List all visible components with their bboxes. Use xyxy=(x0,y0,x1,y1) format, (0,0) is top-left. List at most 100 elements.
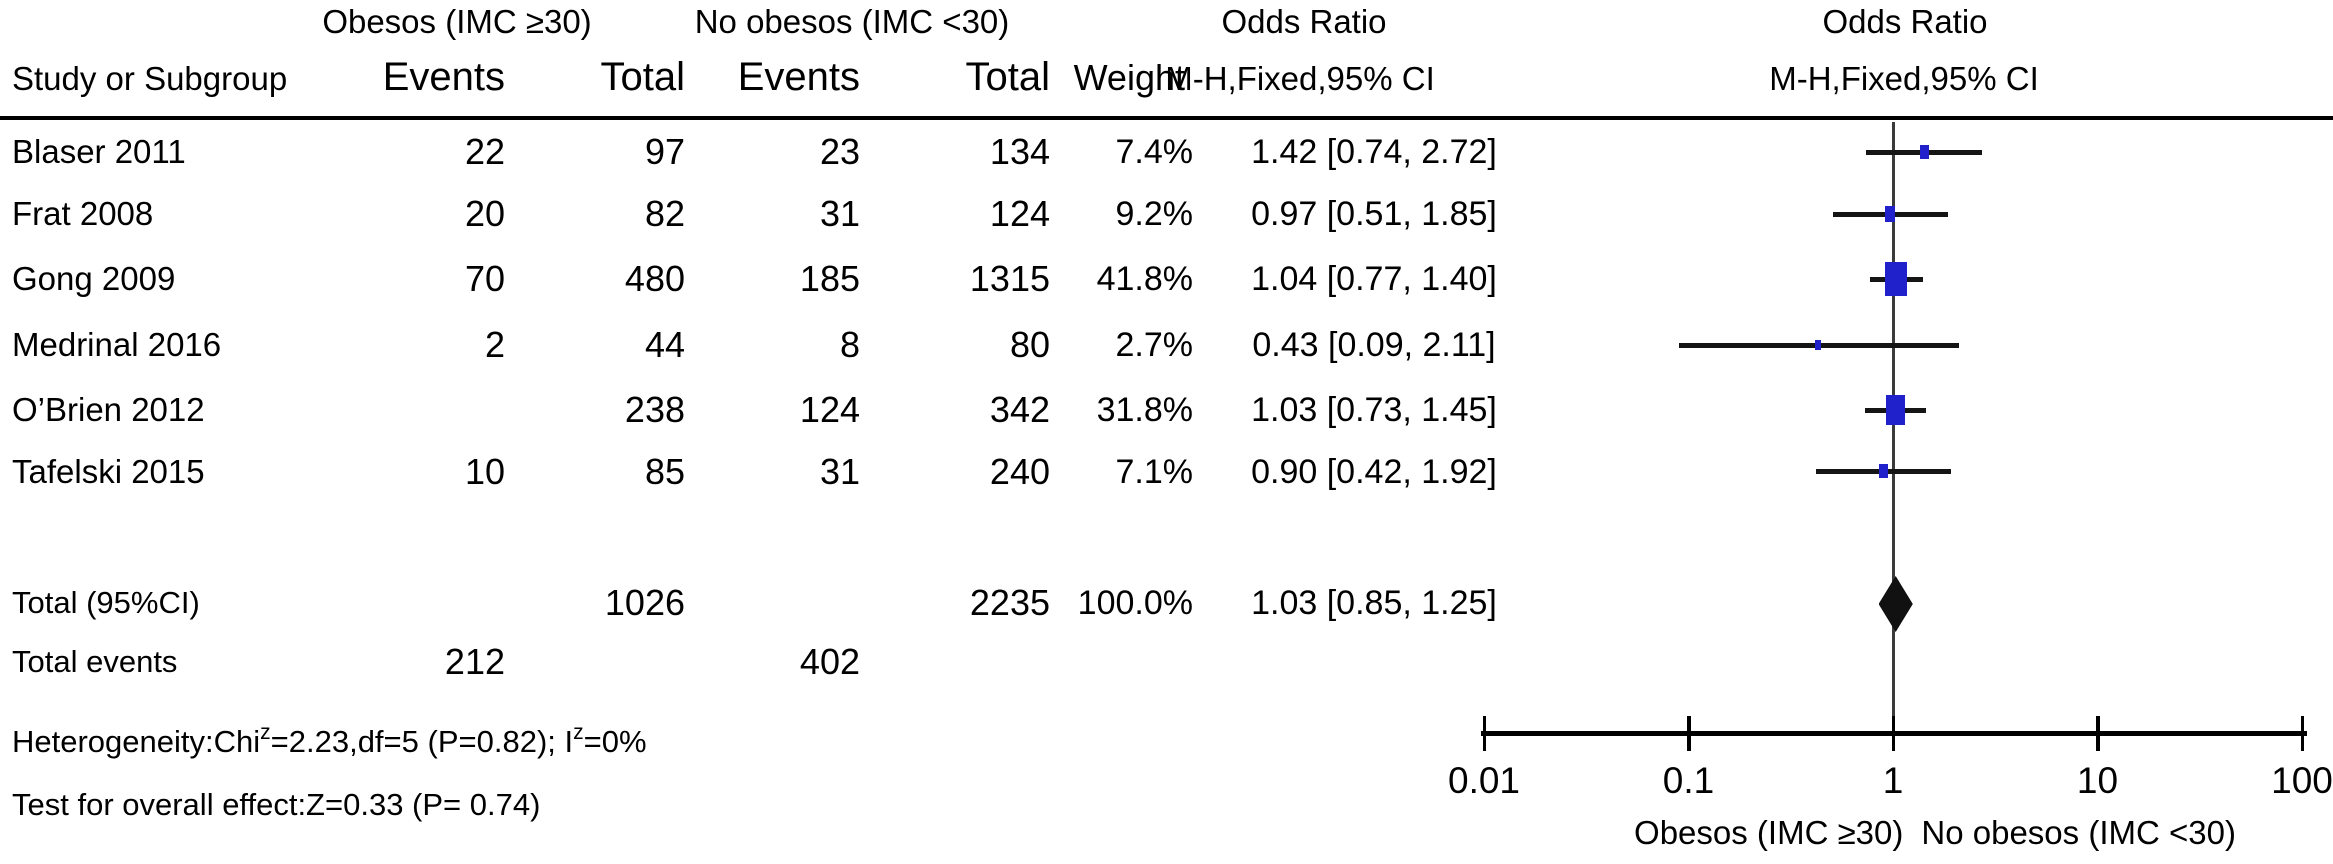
weight-sum: 100.0% xyxy=(1077,584,1193,622)
summary-ci-value: 1.03 [0.85, 1.25] xyxy=(1251,584,1497,622)
axis-footer-left-label: Obesos (IMC ≥30) xyxy=(1634,814,1904,851)
axis-tick-label: 0.1 xyxy=(1662,760,1715,801)
summary-diamond xyxy=(1878,576,1913,632)
total-label: Total (95%CI) xyxy=(12,585,200,620)
heterogeneity-text: Heterogeneity:Chi xyxy=(12,724,261,759)
method-column-header-left: M-H,Fixed,95% CI xyxy=(1165,60,1435,97)
ci-value: 0.43 [0.09, 2.11] xyxy=(1252,326,1496,364)
ci-value: 0.90 [0.42, 1.92] xyxy=(1251,453,1497,491)
ci-value: 1.03 [0.73, 1.45] xyxy=(1251,391,1497,429)
odds-ratio-header-right: Odds Ratio xyxy=(1822,3,1988,40)
weight-value: 9.2% xyxy=(1115,195,1194,233)
events1-value: 22 xyxy=(464,131,505,172)
axis-tick xyxy=(1482,716,1486,751)
table-row: Blaser 2011 22 97 23 134 7.4% 1.42 [0.74… xyxy=(0,131,1680,172)
events1-value: 2 xyxy=(484,324,505,365)
total2-value: 124 xyxy=(989,193,1050,234)
or-marker xyxy=(1919,144,1929,160)
total1-value: 97 xyxy=(644,131,685,172)
total2-value: 342 xyxy=(989,389,1050,430)
events2-value: 31 xyxy=(819,193,860,234)
header-divider xyxy=(0,116,2333,120)
ci-value: 1.42 [0.74, 2.72] xyxy=(1251,133,1497,171)
study-label: Frat 2008 xyxy=(12,195,154,232)
table-row: Frat 2008 20 82 31 124 9.2% 0.97 [0.51, … xyxy=(0,193,1680,234)
axis-tick-label: 100 xyxy=(2271,760,2333,801)
events1-column-header: Events xyxy=(382,55,505,99)
study-label: Medrinal 2016 xyxy=(12,326,222,363)
events2-value: 23 xyxy=(819,131,860,172)
method-column-header-right: M-H,Fixed,95% CI xyxy=(1769,60,2039,97)
table-row: Medrinal 2016 2 44 8 80 2.7% 0.43 [0.09,… xyxy=(0,324,1680,365)
heterogeneity-note: Heterogeneity:Chiz=2.23,df=5 (P=0.82); I… xyxy=(12,722,647,762)
study-label: Blaser 2011 xyxy=(12,133,186,170)
total1-value: 238 xyxy=(624,389,685,430)
weight-value: 41.8% xyxy=(1096,260,1193,298)
ci-value: 1.04 [0.77, 1.40] xyxy=(1251,260,1497,298)
total2-value: 1315 xyxy=(969,258,1050,299)
study-label: Gong 2009 xyxy=(12,260,176,297)
heterogeneity-sup: z xyxy=(260,720,271,744)
group2-header: No obesos (IMC <30) xyxy=(694,3,1010,40)
total2-column-header: Total xyxy=(965,55,1051,99)
axis-footer-right-label: No obesos (IMC <30) xyxy=(1921,814,2236,851)
ci-value: 0.97 [0.51, 1.85] xyxy=(1251,195,1497,233)
table-row: O’Brien 2012 238 124 342 31.8% 1.03 [0.7… xyxy=(0,389,1680,430)
axis-group-labels: Obesos (IMC ≥30) No obesos (IMC <30) xyxy=(1530,814,2333,852)
weight-column-header: Weight xyxy=(1073,57,1185,98)
odds-ratio-header-left: Odds Ratio xyxy=(1221,3,1387,40)
total-row: Total (95%CI) 1026 2235 100.0% 1.03 [0.8… xyxy=(0,582,1680,623)
total-events-label: Total events xyxy=(12,644,178,679)
table-row: Gong 2009 70 480 185 1315 41.8% 1.04 [0.… xyxy=(0,258,1680,299)
events1-value: 10 xyxy=(464,451,505,492)
events1-value: 70 xyxy=(464,258,505,299)
total-events2: 402 xyxy=(799,641,860,682)
or-marker xyxy=(1885,261,1908,297)
events2-value: 185 xyxy=(799,258,860,299)
total-events1: 212 xyxy=(444,641,505,682)
total1-value: 44 xyxy=(644,324,685,365)
or-marker xyxy=(1879,463,1889,478)
axis-tick xyxy=(2300,716,2304,751)
study-label: Tafelski 2015 xyxy=(12,453,205,490)
total1-sum: 1026 xyxy=(604,582,685,623)
table-row: Tafelski 2015 10 85 31 240 7.1% 0.90 [0.… xyxy=(0,451,1680,492)
total-events-row: Total events 212 402 xyxy=(0,644,1680,680)
or-marker xyxy=(1886,395,1906,425)
heterogeneity-sup: z xyxy=(573,720,584,744)
weight-value: 2.7% xyxy=(1115,326,1194,364)
weight-value: 7.4% xyxy=(1115,133,1194,171)
axis-tick xyxy=(1891,716,1895,751)
group1-header: Obesos (IMC ≥30) xyxy=(322,3,592,40)
total2-value: 240 xyxy=(989,451,1050,492)
events2-value: 8 xyxy=(839,324,860,365)
study-column-header: Study or Subgroup xyxy=(12,60,288,97)
weight-value: 31.8% xyxy=(1096,391,1193,429)
events2-value: 124 xyxy=(799,389,860,430)
axis-tick-label: 1 xyxy=(1882,760,1904,801)
axis-tick-label: 0.01 xyxy=(1447,760,1521,801)
total1-value: 85 xyxy=(644,451,685,492)
events1-value: 20 xyxy=(464,193,505,234)
events2-column-header: Events xyxy=(737,55,860,99)
heterogeneity-text: =0% xyxy=(583,724,647,759)
axis-tick xyxy=(1687,716,1691,751)
heterogeneity-text: =2.23,df=5 (P=0.82); I xyxy=(270,724,574,759)
total1-value: 480 xyxy=(624,258,685,299)
reference-line xyxy=(1891,122,1895,733)
total2-value: 134 xyxy=(989,131,1050,172)
axis-tick-label: 10 xyxy=(2076,760,2119,801)
overall-effect-note: Test for overall effect:Z=0.33 (P= 0.74) xyxy=(12,787,541,822)
study-label: O’Brien 2012 xyxy=(12,391,205,428)
axis-tick xyxy=(2096,716,2100,751)
events2-value: 31 xyxy=(819,451,860,492)
total1-column-header: Total xyxy=(600,55,686,99)
events1-value xyxy=(375,392,505,428)
weight-value: 7.1% xyxy=(1115,453,1194,491)
total2-value: 80 xyxy=(1009,324,1050,365)
or-marker xyxy=(1885,206,1896,222)
or-marker xyxy=(1815,340,1822,350)
total2-sum: 2235 xyxy=(969,582,1050,623)
total1-value: 82 xyxy=(644,193,685,234)
